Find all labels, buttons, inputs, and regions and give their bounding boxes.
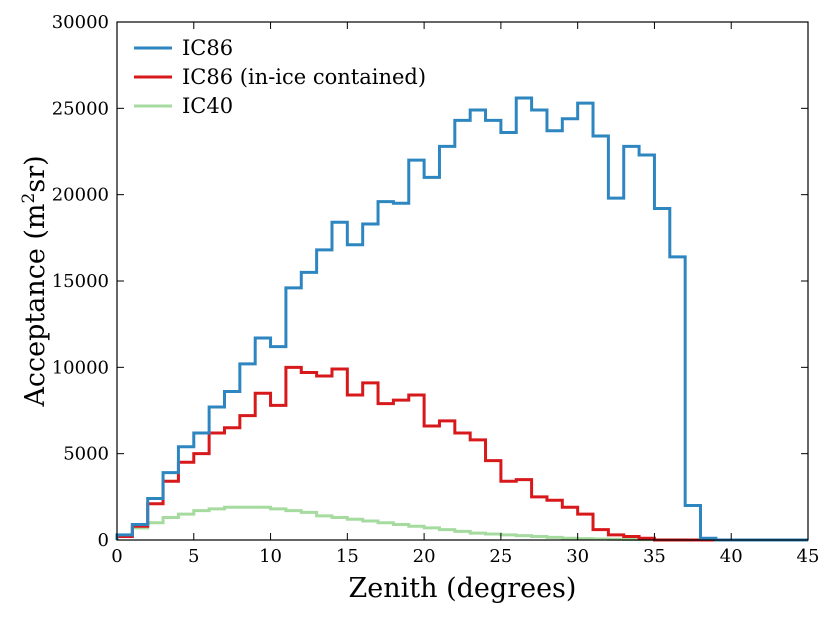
y-tick-label: 25000 bbox=[52, 98, 109, 119]
y-tick-label: 10000 bbox=[52, 357, 109, 378]
y-axis-title: Acceptance (m2sr) bbox=[19, 155, 51, 407]
y-axis-title-main: Acceptance (m bbox=[20, 203, 51, 407]
y-tick-label: 5000 bbox=[63, 444, 109, 465]
legend-label: IC40 bbox=[182, 94, 233, 118]
tick-layer: 0 5 10 15 20 25 30 35 40 45 0 5000 10000 15000 20000 25… bbox=[52, 12, 820, 567]
x-tick-label: 0 bbox=[111, 546, 122, 567]
x-tick-label: 30 bbox=[566, 546, 589, 567]
legend-label: IC86 (in-ice contained) bbox=[182, 65, 426, 89]
x-tick-label: 10 bbox=[259, 546, 282, 567]
y-tick-label: 15000 bbox=[52, 271, 109, 292]
y-axis-title-end: sr) bbox=[20, 155, 51, 192]
y-tick-label: 30000 bbox=[52, 12, 109, 33]
x-tick-label: 20 bbox=[413, 546, 436, 567]
x-tick-label: 5 bbox=[188, 546, 199, 567]
y-tick-label: 20000 bbox=[52, 185, 109, 206]
x-axis-title: Zenith (degrees) bbox=[349, 573, 577, 604]
x-tick-label: 35 bbox=[643, 546, 666, 567]
series-ic86-in-ice-contained bbox=[115, 365, 808, 542]
x-tick-label: 45 bbox=[797, 546, 820, 567]
y-axis-title-superscript: 2 bbox=[19, 193, 39, 204]
legend-label: IC86 bbox=[182, 36, 233, 60]
legend: IC86 IC86 (in-ice contained) IC40 bbox=[134, 36, 426, 118]
x-tick-label: 40 bbox=[720, 546, 743, 567]
x-tick-label: 25 bbox=[489, 546, 512, 567]
series-ic40 bbox=[115, 505, 808, 542]
series-ic86 bbox=[115, 96, 808, 542]
series-layer bbox=[115, 96, 808, 542]
y-tick-label: 0 bbox=[98, 530, 109, 551]
x-tick-label: 15 bbox=[336, 546, 359, 567]
